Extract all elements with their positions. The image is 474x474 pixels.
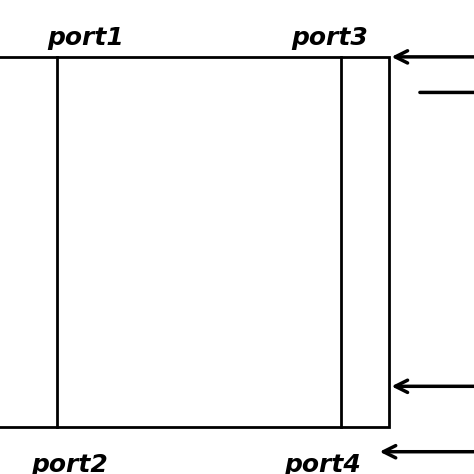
Text: port3: port3 bbox=[292, 26, 368, 50]
Text: port2: port2 bbox=[31, 453, 108, 474]
Bar bbox=[0, 57, 389, 427]
Text: port4: port4 bbox=[284, 453, 361, 474]
Text: port1: port1 bbox=[47, 26, 124, 50]
